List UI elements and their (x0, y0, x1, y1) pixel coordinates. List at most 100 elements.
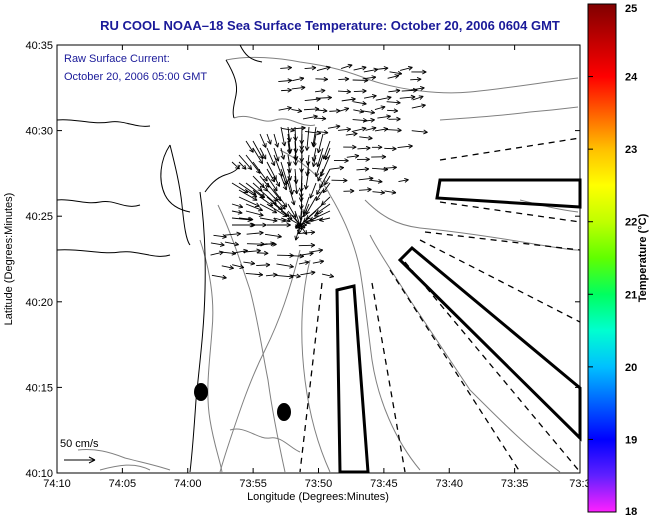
current-vector (273, 175, 281, 187)
y-tick-label: 40:30 (25, 126, 53, 138)
current-vector (266, 175, 278, 192)
current-vector (338, 76, 350, 82)
current-vector (358, 187, 372, 193)
current-vector (410, 76, 422, 82)
current-vector (231, 209, 243, 215)
scale-arrow (64, 456, 96, 464)
current-vector (369, 178, 383, 184)
current-vector (357, 145, 371, 151)
coastline (56, 44, 263, 473)
current-vector (374, 126, 389, 132)
current-vector (343, 188, 355, 194)
current-vector (387, 74, 400, 79)
current-vector (353, 65, 367, 71)
current-vector (315, 189, 324, 202)
current-vector (309, 210, 331, 222)
current-vector (273, 133, 280, 148)
current-vector (386, 127, 402, 133)
x-tick-label: 73:3 (569, 478, 590, 490)
current-vector (238, 196, 260, 207)
current-vector (310, 248, 324, 253)
zone-southeast-wedge (397, 245, 582, 442)
x-tick-label: 74:05 (109, 478, 137, 490)
current-vector (265, 272, 278, 278)
current-vector (211, 274, 227, 280)
map-plot-area (56, 44, 582, 474)
colorbar-tick-label: 25 (625, 3, 637, 15)
current-vector (311, 154, 317, 167)
current-vector (338, 107, 350, 112)
colorbar-tick-label: 22 (625, 217, 637, 229)
current-vector (411, 103, 426, 109)
zone-east-box (435, 178, 582, 209)
current-vector (281, 87, 292, 93)
current-vector (245, 203, 263, 212)
scale-label: 50 cm/s (60, 438, 99, 450)
feature-dot-west (194, 383, 208, 401)
current-vector (315, 203, 331, 215)
current-vector (252, 147, 263, 165)
current-vector (287, 182, 296, 206)
current-vector (259, 147, 267, 160)
current-vector (273, 147, 280, 162)
current-vector (298, 242, 316, 248)
current-vector (397, 143, 413, 149)
current-vector (353, 100, 367, 106)
current-vector (365, 126, 377, 131)
current-vector (300, 270, 316, 276)
y-tick-label: 40:25 (25, 211, 53, 223)
current-vector (321, 196, 331, 206)
x-axis-ticks: 74:10 74:05 74:00 73:55 73:50 73:45 73:40 73:35… (43, 45, 591, 490)
current-vector (224, 241, 239, 247)
current-vector (280, 175, 288, 191)
current-vector (388, 88, 401, 94)
x-tick-label: 74:10 (43, 478, 71, 490)
current-vector (259, 133, 267, 148)
current-vector (221, 265, 234, 270)
current-vector (345, 131, 358, 137)
current-vector (359, 135, 373, 141)
current-vector (312, 259, 325, 265)
current-vector (280, 126, 287, 147)
current-vector (351, 126, 367, 132)
current-vector (252, 161, 268, 182)
current-vector (245, 189, 258, 198)
current-vector (302, 114, 318, 120)
current-vector (411, 69, 427, 75)
current-vector (322, 182, 331, 194)
current-vector (320, 154, 331, 177)
current-vector (305, 196, 317, 215)
y-axis-ticks: 40:35 40:30 40:25 40:20 40:15 40:10 (25, 40, 580, 480)
current-vector (309, 182, 317, 199)
current-vector (331, 178, 348, 183)
current-vector (314, 154, 324, 177)
current-vector (238, 161, 247, 170)
current-vector (338, 89, 351, 95)
current-vector (330, 165, 345, 171)
current-vector (377, 114, 391, 120)
current-vector (291, 85, 306, 91)
y-tick-label: 40:10 (25, 468, 53, 480)
current-vector (278, 106, 292, 111)
current-vector (315, 116, 327, 121)
current-vector (273, 196, 286, 210)
current-vector (363, 94, 377, 99)
current-vector (246, 230, 264, 236)
current-vector (399, 65, 413, 71)
current-vector (341, 97, 356, 102)
current-vector (224, 231, 241, 237)
current-vector (298, 260, 310, 266)
current-vector (243, 260, 256, 266)
x-tick-label: 73:40 (435, 478, 463, 490)
current-vector (362, 109, 376, 115)
current-vector (319, 168, 331, 189)
x-tick-label: 73:55 (239, 478, 267, 490)
x-tick-label: 74:00 (174, 478, 202, 490)
current-vector (280, 147, 286, 160)
colorbar-tick-label: 23 (625, 144, 637, 156)
colorbar (587, 3, 617, 513)
current-vector (363, 117, 375, 123)
current-vector (245, 272, 264, 277)
current-vector (410, 86, 425, 91)
